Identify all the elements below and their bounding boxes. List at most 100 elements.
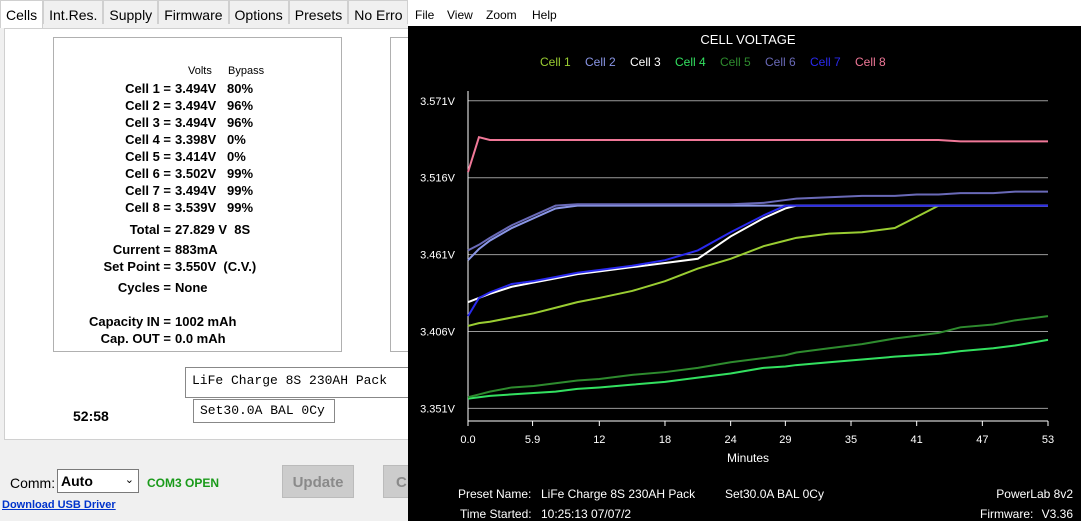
tab[interactable]: Options bbox=[228, 0, 289, 24]
y-tick-label: 3.351V bbox=[420, 403, 456, 415]
footer-text: Firmware: bbox=[980, 507, 1033, 521]
column-header: Volts bbox=[188, 65, 212, 77]
preset-name-box: LiFe Charge 8S 230AH Pack bbox=[185, 367, 415, 398]
comm-selected: Auto bbox=[61, 473, 93, 489]
legend-entry: Cell 4 bbox=[675, 55, 706, 69]
series-line bbox=[467, 204, 1048, 317]
x-tick-label: 5.9 bbox=[525, 434, 540, 446]
cell-volts: 3.494V bbox=[175, 98, 217, 113]
cell-volts: 3.539V bbox=[175, 200, 217, 215]
x-tick-label: 24 bbox=[725, 434, 737, 446]
tab[interactable]: Firmware bbox=[158, 0, 229, 24]
cell-bypass: 96% bbox=[227, 98, 254, 113]
x-tick-label: 29 bbox=[779, 434, 791, 446]
cell-bypass: 99% bbox=[227, 183, 254, 198]
window-bg bbox=[408, 0, 1081, 521]
footer-text: V3.36 bbox=[1042, 507, 1074, 521]
stat-label: Capacity IN = bbox=[88, 314, 171, 329]
cell-label: Cell 7 = bbox=[125, 183, 171, 198]
series-line bbox=[467, 135, 1048, 173]
footer-text: Set30.0A BAL 0Cy bbox=[725, 487, 824, 501]
cell-label: Cell 4 = bbox=[125, 132, 171, 147]
preset-settings-box: Set30.0A BAL 0Cy bbox=[193, 399, 335, 423]
tab[interactable]: No Erro bbox=[348, 0, 409, 24]
legend-entry: Cell 7 bbox=[810, 55, 841, 69]
cell-label: Cell 1 = bbox=[125, 81, 171, 96]
stat-value: 883mA bbox=[175, 242, 218, 257]
stat-label: Total = bbox=[129, 222, 171, 237]
comm-select[interactable]: Auto ⌄ bbox=[57, 469, 139, 493]
footer-text: Time Started: bbox=[460, 507, 532, 521]
tab[interactable]: Int.Res. bbox=[43, 0, 104, 24]
x-tick-label: 12 bbox=[593, 434, 605, 446]
cell-volts: 3.502V bbox=[175, 166, 217, 181]
cell-bypass: 99% bbox=[227, 166, 254, 181]
chart-title: CELL VOLTAGE bbox=[700, 32, 795, 47]
cell-bypass: 96% bbox=[227, 115, 254, 130]
update-button[interactable]: Update bbox=[282, 465, 354, 498]
tab[interactable]: Presets bbox=[288, 0, 349, 24]
cell-label: Cell 2 = bbox=[125, 98, 171, 113]
comm-label: Comm: bbox=[10, 475, 56, 491]
tab[interactable]: Supply bbox=[103, 0, 159, 24]
menu-item[interactable]: File bbox=[415, 8, 435, 22]
stat-label: Current = bbox=[112, 242, 171, 257]
cell-volts: 3.494V bbox=[175, 183, 217, 198]
x-tick-label: 47 bbox=[976, 434, 988, 446]
tab[interactable]: Cells bbox=[0, 0, 44, 28]
legend-entry: Cell 2 bbox=[585, 55, 616, 69]
footer-text: Preset Name: bbox=[458, 487, 531, 501]
tab-bar: Cells Int.Res. Supply Firmware Options Preset… bbox=[0, 0, 409, 30]
elapsed-time: 52:58 bbox=[73, 408, 109, 424]
x-axis-label: Minutes bbox=[727, 451, 769, 465]
y-tick-label: 3.516V bbox=[420, 173, 456, 185]
x-tick-label: 35 bbox=[845, 434, 857, 446]
y-tick-label: 3.571V bbox=[420, 96, 456, 108]
cell-label: Cell 6 = bbox=[125, 166, 171, 181]
stat-value: 3.550V (C.V.) bbox=[175, 259, 257, 274]
footer-text: LiFe Charge 8S 230AH Pack bbox=[541, 487, 696, 501]
x-tick-label: 0.0 bbox=[460, 434, 475, 446]
x-tick-label: 53 bbox=[1042, 434, 1054, 446]
footer-text: 10:25:13 07/07/2 bbox=[541, 507, 631, 521]
y-tick-label: 3.461V bbox=[420, 250, 456, 262]
driver-link[interactable]: Download USB Driver bbox=[2, 499, 116, 511]
legend-entry: Cell 8 bbox=[855, 55, 886, 69]
cell-volts: 3.494V bbox=[175, 81, 217, 96]
x-tick-label: 18 bbox=[659, 434, 671, 446]
stat-label: Set Point = bbox=[103, 259, 171, 274]
legend-entry: Cell 1 bbox=[540, 55, 571, 69]
legend-entry: Cell 5 bbox=[720, 55, 751, 69]
graph-window: CELL VOLTAGE Minutes Preset Name: LiFe C… bbox=[408, 0, 1081, 521]
cell-label: Cell 3 = bbox=[125, 115, 171, 130]
menu-item[interactable]: Help bbox=[532, 8, 557, 22]
cell-bypass: 0% bbox=[227, 132, 246, 147]
cell-bypass: 80% bbox=[227, 81, 254, 96]
cell-label: Cell 8 = bbox=[125, 200, 171, 215]
legend-entry: Cell 6 bbox=[765, 55, 796, 69]
comm-status: COM3 OPEN bbox=[147, 476, 220, 490]
stat-value: None bbox=[175, 280, 208, 295]
cell-volts: 3.398V bbox=[175, 132, 217, 147]
cell-bypass: 99% bbox=[227, 200, 254, 215]
menu-item[interactable]: Zoom bbox=[486, 8, 517, 22]
cell-bypass: 0% bbox=[227, 149, 246, 164]
cell-volts: 3.494V bbox=[175, 115, 217, 130]
series-line bbox=[467, 190, 1048, 252]
cell-volts: 3.414V bbox=[175, 149, 217, 164]
stat-value: 0.0 mAh bbox=[175, 331, 226, 346]
stat-label: Cap. OUT = bbox=[100, 331, 171, 346]
legend-entry: Cell 3 bbox=[630, 55, 661, 69]
y-tick-label: 3.406V bbox=[420, 327, 456, 339]
stat-value: 1002 mAh bbox=[175, 314, 237, 329]
series-line bbox=[467, 338, 1049, 400]
cell-panel: Volts Bypass Cell 1 = 3.494V 80% Cell 2 = 3.… bbox=[53, 37, 342, 352]
menu-item[interactable]: View bbox=[447, 8, 473, 22]
cell-label: Cell 5 = bbox=[125, 149, 171, 164]
stat-label: Cycles = bbox=[117, 280, 171, 295]
x-tick-label: 41 bbox=[911, 434, 923, 446]
column-header: Bypass bbox=[228, 65, 265, 77]
series-line bbox=[467, 315, 1049, 399]
footer-text: PowerLab 8v2 bbox=[996, 487, 1073, 501]
